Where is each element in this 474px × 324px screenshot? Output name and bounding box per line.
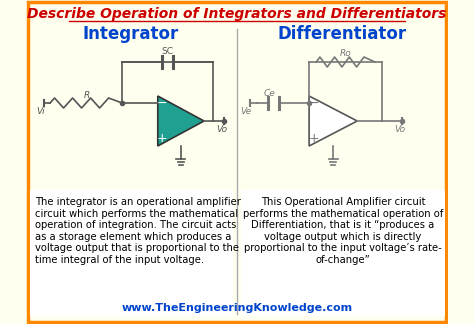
Text: Describe Operation of Integrators and Differentiators: Describe Operation of Integrators and Di… <box>27 7 447 21</box>
Polygon shape <box>309 96 357 146</box>
Text: Vi: Vi <box>36 107 45 115</box>
Text: Differentiator: Differentiator <box>277 25 407 43</box>
Text: Vo: Vo <box>216 124 228 133</box>
Text: The integrator is an operational amplifier
circuit which performs the mathematic: The integrator is an operational amplifi… <box>35 197 241 265</box>
Text: SC: SC <box>162 48 173 56</box>
Text: +: + <box>308 132 319 145</box>
FancyBboxPatch shape <box>30 190 233 316</box>
Text: Ce: Ce <box>263 88 275 98</box>
Text: +: + <box>157 132 167 145</box>
Text: Ro: Ro <box>340 49 352 57</box>
Text: −: − <box>157 97 167 110</box>
Text: Integrator: Integrator <box>83 25 179 43</box>
Text: This Operational Amplifier circuit
performs the mathematical operation of
Differ: This Operational Amplifier circuit perfo… <box>243 197 443 265</box>
Text: −: − <box>308 97 319 110</box>
Text: Vo: Vo <box>394 124 405 133</box>
Text: Ve: Ve <box>240 107 252 115</box>
FancyBboxPatch shape <box>241 190 445 316</box>
Polygon shape <box>158 96 204 146</box>
Text: www.TheEngineeringKnowledge.com: www.TheEngineeringKnowledge.com <box>121 303 353 313</box>
FancyBboxPatch shape <box>28 2 446 322</box>
Text: R: R <box>83 90 90 99</box>
